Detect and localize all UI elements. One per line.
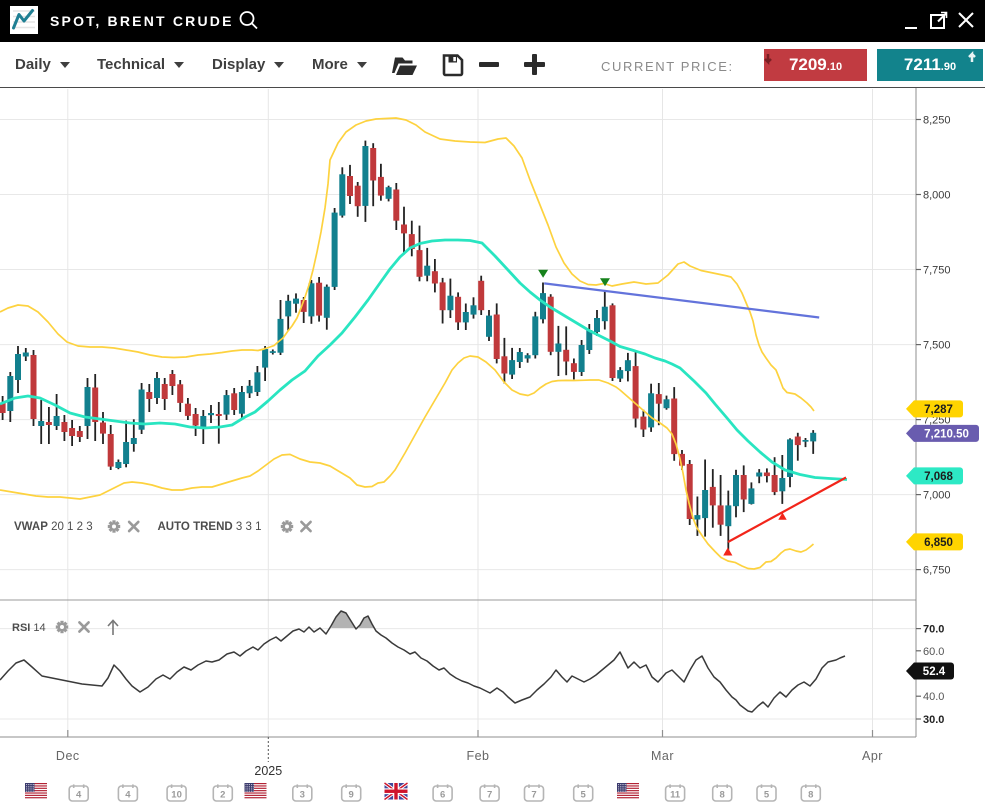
svg-text:2: 2 xyxy=(220,789,225,800)
svg-text:5: 5 xyxy=(764,789,770,800)
svg-text:8,000: 8,000 xyxy=(923,190,951,202)
svg-text:40.0: 40.0 xyxy=(923,691,944,703)
svg-text:6: 6 xyxy=(440,789,445,800)
svg-text:8: 8 xyxy=(720,789,725,800)
svg-text:9: 9 xyxy=(349,789,354,800)
svg-text:VWAP 20 1 2 3: VWAP 20 1 2 3 xyxy=(14,521,93,533)
svg-text:RSI 14: RSI 14 xyxy=(12,622,46,634)
svg-text:5: 5 xyxy=(581,789,587,800)
svg-text:Feb: Feb xyxy=(466,749,489,763)
svg-text:2025: 2025 xyxy=(254,764,282,778)
svg-text:6,850: 6,850 xyxy=(924,537,953,549)
svg-text:7,000: 7,000 xyxy=(923,490,951,502)
svg-text:AUTO TREND 3 3 1: AUTO TREND 3 3 1 xyxy=(158,521,262,533)
svg-text:4: 4 xyxy=(76,789,82,800)
svg-text:60.0: 60.0 xyxy=(923,646,944,658)
svg-text:8: 8 xyxy=(808,789,813,800)
svg-text:7,210.50: 7,210.50 xyxy=(924,428,969,440)
svg-text:7: 7 xyxy=(487,789,492,800)
svg-text:3: 3 xyxy=(300,789,305,800)
svg-text:4: 4 xyxy=(125,789,131,800)
svg-text:30.0: 30.0 xyxy=(923,714,944,726)
svg-text:52.4: 52.4 xyxy=(923,666,946,678)
svg-text:7,287: 7,287 xyxy=(924,404,953,416)
svg-text:7,500: 7,500 xyxy=(923,340,951,352)
svg-text:7,068: 7,068 xyxy=(924,471,953,483)
svg-text:6,750: 6,750 xyxy=(923,565,951,577)
svg-text:7,750: 7,750 xyxy=(923,265,951,277)
svg-text:Dec: Dec xyxy=(56,749,80,763)
svg-text:Mar: Mar xyxy=(651,749,674,763)
svg-text:70.0: 70.0 xyxy=(923,624,944,636)
svg-text:10: 10 xyxy=(171,789,182,800)
svg-text:11: 11 xyxy=(670,789,681,800)
svg-text:7: 7 xyxy=(531,789,536,800)
svg-text:8,250: 8,250 xyxy=(923,115,951,127)
svg-text:Apr: Apr xyxy=(862,749,883,763)
svg-text:7,250: 7,250 xyxy=(923,415,951,427)
